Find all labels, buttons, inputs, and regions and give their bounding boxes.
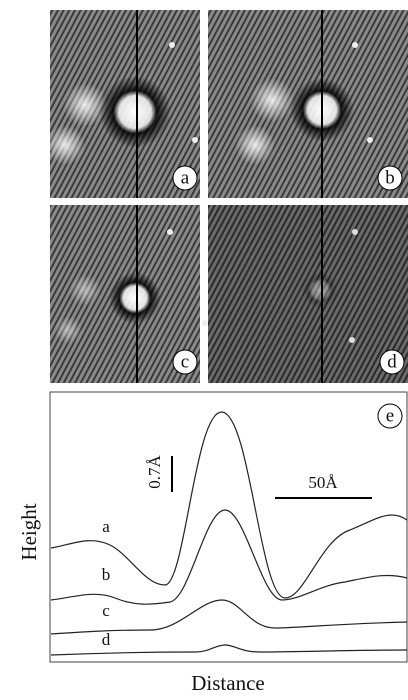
curve-label: b — [102, 565, 111, 584]
x-axis-label: Distance — [191, 671, 264, 695]
panel-a: a — [45, 10, 200, 198]
panel-b: b — [208, 10, 408, 198]
panel-label: a — [181, 167, 190, 188]
figure: a b c d e a b c d 0.7Å 50Å Height Distan… — [0, 0, 408, 700]
profile-panel: e a b c d 0.7Å 50Å — [50, 392, 407, 662]
distance-scale: 50Å — [308, 473, 338, 492]
panel-d: d — [208, 205, 408, 383]
height-scale: 0.7Å — [145, 455, 164, 489]
curve-label: a — [102, 517, 110, 536]
panel-c: c — [50, 205, 208, 383]
panel-label: c — [181, 351, 189, 372]
panel-label: e — [386, 405, 394, 426]
panel-label: d — [387, 351, 397, 372]
curve-label: c — [102, 601, 110, 620]
panel-label: b — [385, 167, 395, 188]
y-axis-label: Height — [17, 503, 41, 560]
curve-label: d — [102, 630, 111, 649]
